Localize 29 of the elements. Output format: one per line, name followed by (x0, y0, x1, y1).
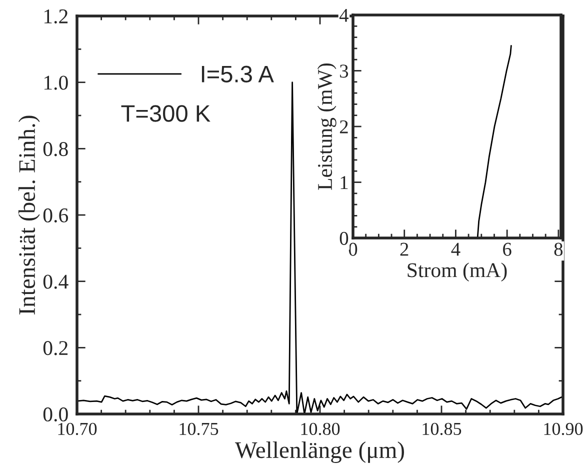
y-axis-title: Intensität (bel. Einh.) (18, 116, 40, 314)
y-axis-title: Leistung (mW) (317, 63, 336, 190)
y-tick-label: 0.0 (43, 407, 68, 422)
line-series (476, 44, 512, 238)
x-axis-title: Wellenlänge (μm) (234, 441, 404, 463)
x-tick-label: 10.80 (301, 422, 340, 436)
x-tick-label: 4 (451, 242, 460, 256)
y-tick-label: 0.4 (43, 274, 68, 289)
y-tick-label: 0.6 (43, 208, 68, 223)
y-tick-label: 1.2 (44, 9, 68, 24)
x-tick-label: 10.75 (180, 422, 218, 436)
annotation: T=300 K (121, 105, 210, 122)
x-tick-label: 10.85 (422, 422, 462, 436)
y-tick-label: 0.2 (43, 341, 68, 356)
x-tick-label: 10.90 (544, 422, 583, 436)
legend-label: I=5.3 A (202, 66, 274, 82)
y-tick-label: 3 (340, 64, 348, 78)
y-tick-label: 0.8 (43, 142, 68, 156)
x-tick-label: 0 (348, 242, 358, 256)
y-tick-label: 1.0 (44, 76, 68, 90)
x-axis-title: Strom (mA) (408, 262, 507, 282)
x-tick-label: 2 (400, 242, 408, 256)
x-tick-label: 6 (503, 242, 512, 256)
x-tick-label: 10.70 (58, 422, 97, 436)
y-tick-label: 1 (340, 176, 348, 189)
y-tick-label: 2 (340, 120, 348, 134)
y-tick-label: 4 (339, 8, 349, 22)
y-tick-label: 0 (340, 232, 348, 245)
x-tick-label: 8 (554, 242, 563, 256)
